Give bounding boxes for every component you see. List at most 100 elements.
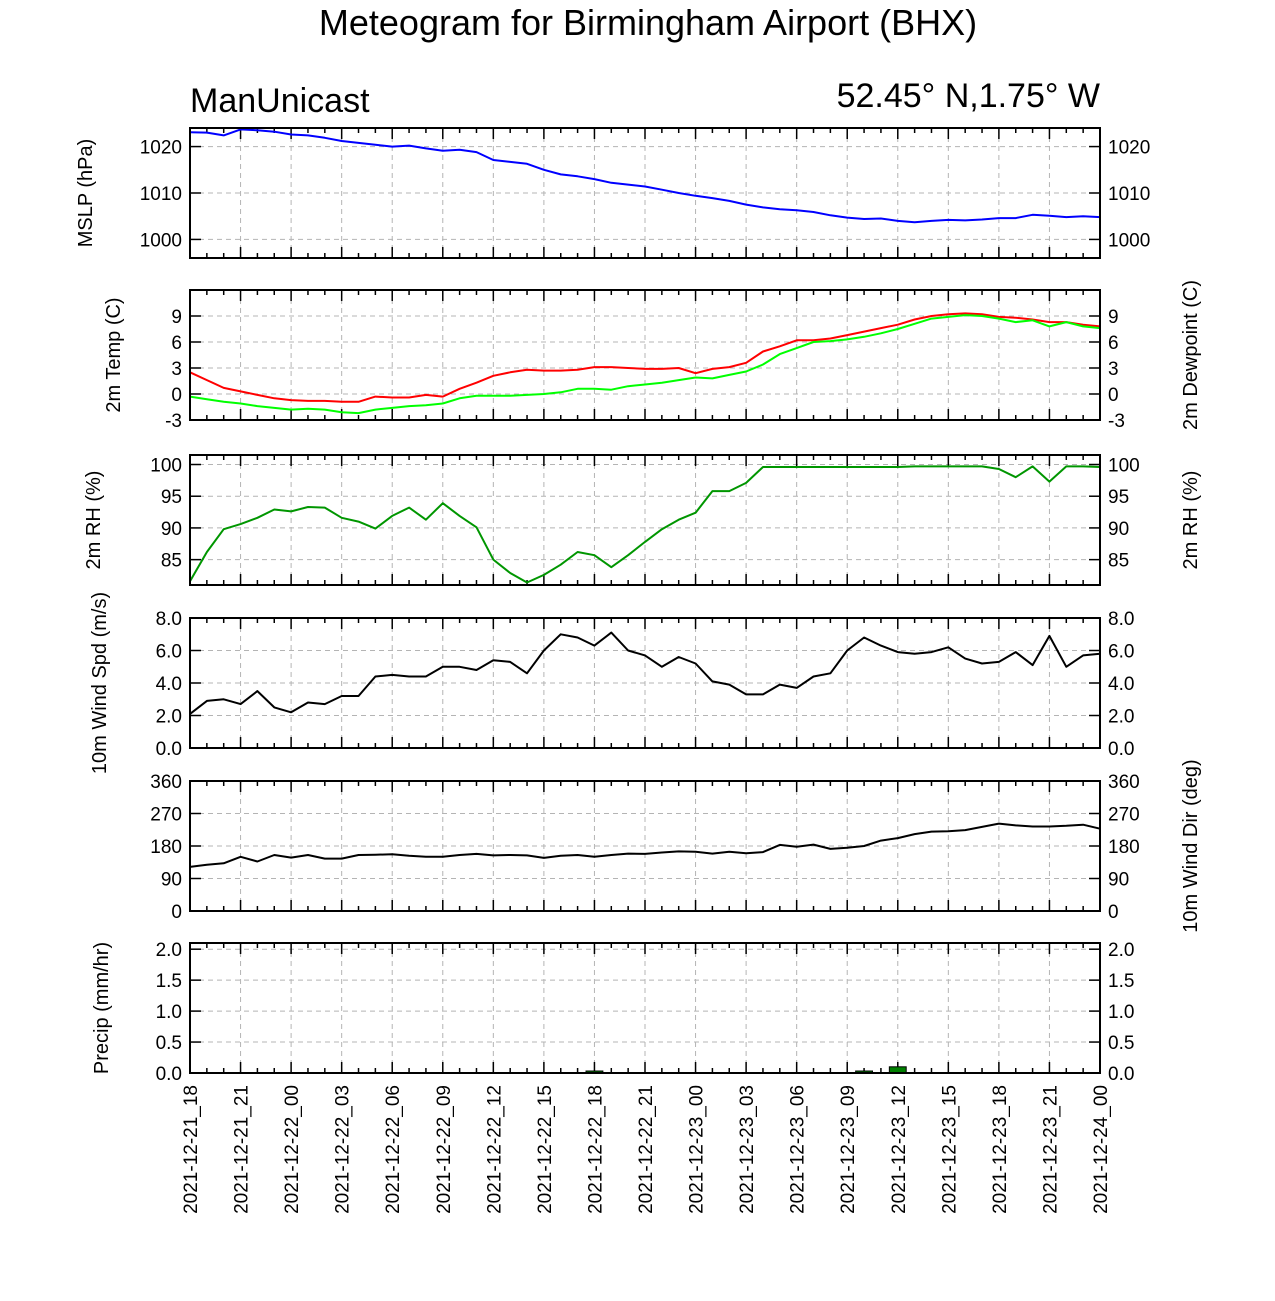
chart-title: Meteogram for Birmingham Airport (BHX)	[319, 2, 977, 43]
y-tick-label-left: 1.0	[156, 1002, 182, 1023]
y-tick-label-left: 270	[150, 805, 182, 826]
y-tick-label-right: 0	[1108, 902, 1119, 923]
x-tick-label: 2021-12-23_06	[788, 1085, 809, 1214]
y-tick-label-left: 6.0	[156, 642, 182, 663]
y-axis-title-left: 2m RH (%)	[83, 471, 105, 570]
panel-wind_dir: 0 0 90 90 180 180 270 270 360 360 10m Wind Dir (de…	[150, 759, 1202, 932]
x-tick-label: 2021-12-23_15	[939, 1085, 960, 1214]
y-tick-label-right: 1.5	[1108, 971, 1134, 992]
y-tick-label-right: 1.0	[1108, 1002, 1134, 1023]
temp-series-line	[189, 312, 1101, 403]
x-tick-label: 2021-12-22_21	[636, 1085, 657, 1214]
x-tick-label: 2021-12-23_09	[838, 1085, 859, 1214]
y-axis-title-left: 10m Wind Spd (m/s)	[89, 592, 111, 774]
y-tick-label-right: 4.0	[1108, 674, 1134, 695]
panel-frame	[189, 289, 1101, 421]
y-tick-label-left: 90	[161, 870, 182, 891]
y-tick-label-left: 8.0	[156, 609, 182, 630]
y-tick-label-right: 1020	[1108, 138, 1150, 159]
y-tick-label-left: 0.0	[156, 1064, 182, 1085]
y-tick-label-right: 0	[1108, 385, 1119, 406]
y-axis-title-left: MSLP (hPa)	[75, 139, 97, 248]
y-tick-label-right: -3	[1108, 411, 1125, 432]
panel-frame	[189, 942, 1101, 1074]
y-tick-label-right: 2.0	[1108, 940, 1134, 961]
y-tick-label-left: 1000	[140, 230, 182, 251]
panel-frame	[189, 127, 1101, 259]
time-axis: 2021-12-21_18 2021-12-21_21 2021-12-22_00 2…	[181, 1085, 1112, 1214]
x-tick-label: 2021-12-21_18	[181, 1085, 202, 1214]
y-tick-label-right: 1010	[1108, 184, 1150, 205]
y-tick-label-right: 270	[1108, 805, 1140, 826]
y-tick-label-left: 0	[171, 902, 182, 923]
y-tick-label-left: 2.0	[156, 940, 182, 961]
y-tick-label-left: 3	[171, 359, 182, 380]
x-tick-label: 2021-12-22_06	[383, 1085, 404, 1214]
y-tick-label-left: 1.5	[156, 971, 182, 992]
y-tick-label-right: 6.0	[1108, 642, 1134, 663]
panel-precip: 0.0 0.0 0.5 0.5 1.0 1.0 1.5 1.5 2.0 2.0 Precip (mm…	[91, 940, 1134, 1085]
x-tick-label: 2021-12-23_03	[737, 1085, 758, 1214]
y-tick-label-right: 180	[1108, 837, 1140, 858]
y-tick-label-left: 100	[150, 456, 182, 477]
y-tick-label-left: 360	[150, 772, 182, 793]
wind_speed-series-line	[189, 631, 1101, 715]
y-axis-title-left: Precip (mm/hr)	[91, 942, 113, 1074]
wind_dir-series-line	[189, 822, 1101, 868]
panel-mslp: 1000 1000 1010 1010 1020 1020 MSLP (hPa)	[75, 127, 1150, 259]
y-axis-title-right: 2m RH (%)	[1180, 471, 1202, 570]
x-tick-label: 2021-12-23_21	[1040, 1085, 1061, 1214]
panel-temp: -3 -3 0 0 3 3 6 6 9 9 2m Temp (C) 2m Dewpoint (C)	[103, 280, 1202, 432]
y-tick-label-right: 85	[1108, 551, 1129, 572]
x-tick-label: 2021-12-22_18	[585, 1085, 606, 1214]
y-tick-label-left: 0	[171, 385, 182, 406]
x-tick-label: 2021-12-23_12	[889, 1085, 910, 1214]
y-tick-label-right: 100	[1108, 456, 1140, 477]
panel-frame	[189, 780, 1101, 912]
y-tick-label-left: 0.0	[156, 739, 182, 760]
y-axis-title-left: 2m Temp (C)	[103, 297, 125, 412]
x-tick-label: 2021-12-24_00	[1091, 1085, 1112, 1214]
y-tick-label-left: 1010	[140, 184, 182, 205]
panel-rh: 85 85 90 90 95 95 100 100 2m RH (%) 2m RH (%)	[83, 454, 1202, 586]
y-tick-label-right: 0.0	[1108, 1064, 1134, 1085]
rh-series-line	[189, 465, 1101, 584]
x-tick-label: 2021-12-22_03	[333, 1085, 354, 1214]
y-tick-label-right: 9	[1108, 307, 1119, 328]
y-tick-label-left: 90	[161, 519, 182, 540]
x-tick-label: 2021-12-23_18	[990, 1085, 1011, 1214]
x-tick-label: 2021-12-22_12	[484, 1085, 505, 1214]
x-tick-label: 2021-12-22_09	[434, 1085, 455, 1214]
y-tick-label-left: 95	[161, 487, 182, 508]
y-tick-label-left: 0.5	[156, 1033, 182, 1054]
mslp-series-line	[189, 128, 1101, 224]
panel-frame	[189, 454, 1101, 586]
y-tick-label-right: 90	[1108, 870, 1129, 891]
y-tick-label-left: 2.0	[156, 707, 182, 728]
y-tick-label-left: 180	[150, 837, 182, 858]
y-tick-label-right: 8.0	[1108, 609, 1134, 630]
y-tick-label-right: 90	[1108, 519, 1129, 540]
y-tick-label-right: 95	[1108, 487, 1129, 508]
temp-series-line	[189, 314, 1101, 415]
y-tick-label-left: -3	[165, 411, 182, 432]
y-tick-label-left: 6	[171, 333, 182, 354]
x-tick-label: 2021-12-21_21	[232, 1085, 253, 1214]
panel-frame	[189, 617, 1101, 749]
y-tick-label-left: 9	[171, 307, 182, 328]
y-tick-label-left: 1020	[140, 138, 182, 159]
y-tick-label-right: 360	[1108, 772, 1140, 793]
y-tick-label-right: 0.5	[1108, 1033, 1134, 1054]
y-tick-label-right: 1000	[1108, 230, 1150, 251]
x-tick-label: 2021-12-22_15	[535, 1085, 556, 1214]
panel-wind_speed: 0.0 0.0 2.0 2.0 4.0 4.0 6.0 6.0 8.0 8.0 10m Wind S…	[89, 592, 1134, 774]
y-tick-label-right: 6	[1108, 333, 1119, 354]
source-label: ManUnicast	[190, 82, 370, 120]
y-tick-label-right: 3	[1108, 359, 1119, 380]
location-label: 52.45° N,1.75° W	[837, 77, 1100, 115]
y-tick-label-right: 0.0	[1108, 739, 1134, 760]
y-axis-title-right: 2m Dewpoint (C)	[1180, 280, 1202, 430]
y-tick-label-left: 4.0	[156, 674, 182, 695]
